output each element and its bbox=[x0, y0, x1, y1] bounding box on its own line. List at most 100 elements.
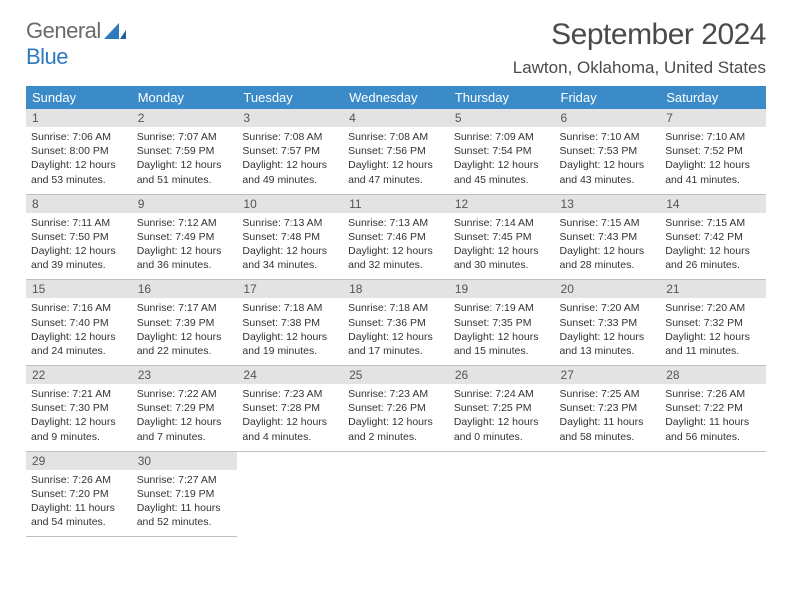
daylight-text: and 17 minutes. bbox=[348, 344, 444, 358]
daylight-text: Daylight: 12 hours bbox=[242, 415, 338, 429]
weekday-header: Friday bbox=[555, 86, 661, 109]
sunrise-text: Sunrise: 7:26 AM bbox=[31, 473, 127, 487]
header: General Blue September 2024 Lawton, Okla… bbox=[26, 18, 766, 78]
calendar-cell: 27Sunrise: 7:25 AMSunset: 7:23 PMDayligh… bbox=[555, 366, 661, 452]
sunrise-text: Sunrise: 7:18 AM bbox=[242, 301, 338, 315]
day-number: 15 bbox=[26, 280, 132, 298]
day-body: Sunrise: 7:12 AMSunset: 7:49 PMDaylight:… bbox=[132, 213, 238, 280]
sunrise-text: Sunrise: 7:20 AM bbox=[665, 301, 761, 315]
daylight-text: and 15 minutes. bbox=[454, 344, 550, 358]
daylight-text: and 36 minutes. bbox=[137, 258, 233, 272]
sunset-text: Sunset: 7:46 PM bbox=[348, 230, 444, 244]
calendar-cell: 17Sunrise: 7:18 AMSunset: 7:38 PMDayligh… bbox=[237, 280, 343, 366]
calendar-cell: 29Sunrise: 7:26 AMSunset: 7:20 PMDayligh… bbox=[26, 451, 132, 537]
calendar-cell: 24Sunrise: 7:23 AMSunset: 7:28 PMDayligh… bbox=[237, 366, 343, 452]
day-body: Sunrise: 7:11 AMSunset: 7:50 PMDaylight:… bbox=[26, 213, 132, 280]
daylight-text: Daylight: 11 hours bbox=[31, 501, 127, 515]
sunset-text: Sunset: 7:35 PM bbox=[454, 316, 550, 330]
daylight-text: Daylight: 12 hours bbox=[31, 244, 127, 258]
weekday-header: Monday bbox=[132, 86, 238, 109]
sunrise-text: Sunrise: 7:16 AM bbox=[31, 301, 127, 315]
daylight-text: Daylight: 11 hours bbox=[137, 501, 233, 515]
sunset-text: Sunset: 7:39 PM bbox=[137, 316, 233, 330]
calendar-cell: 11Sunrise: 7:13 AMSunset: 7:46 PMDayligh… bbox=[343, 194, 449, 280]
daylight-text: and 28 minutes. bbox=[560, 258, 656, 272]
day-number: 30 bbox=[132, 452, 238, 470]
day-body: Sunrise: 7:08 AMSunset: 7:57 PMDaylight:… bbox=[237, 127, 343, 194]
day-body: Sunrise: 7:23 AMSunset: 7:28 PMDaylight:… bbox=[237, 384, 343, 451]
calendar-cell bbox=[555, 451, 661, 537]
day-number: 12 bbox=[449, 195, 555, 213]
calendar-cell: 10Sunrise: 7:13 AMSunset: 7:48 PMDayligh… bbox=[237, 194, 343, 280]
daylight-text: and 19 minutes. bbox=[242, 344, 338, 358]
daylight-text: and 4 minutes. bbox=[242, 430, 338, 444]
sunset-text: Sunset: 7:28 PM bbox=[242, 401, 338, 415]
sunrise-text: Sunrise: 7:22 AM bbox=[137, 387, 233, 401]
sunset-text: Sunset: 7:19 PM bbox=[137, 487, 233, 501]
daylight-text: Daylight: 11 hours bbox=[560, 415, 656, 429]
logo-part-1: General bbox=[26, 18, 101, 43]
daylight-text: Daylight: 12 hours bbox=[137, 415, 233, 429]
daylight-text: Daylight: 12 hours bbox=[454, 415, 550, 429]
daylight-text: Daylight: 12 hours bbox=[665, 330, 761, 344]
calendar-cell: 25Sunrise: 7:23 AMSunset: 7:26 PMDayligh… bbox=[343, 366, 449, 452]
day-body: Sunrise: 7:17 AMSunset: 7:39 PMDaylight:… bbox=[132, 298, 238, 365]
sunrise-text: Sunrise: 7:23 AM bbox=[348, 387, 444, 401]
day-body: Sunrise: 7:21 AMSunset: 7:30 PMDaylight:… bbox=[26, 384, 132, 451]
day-number: 9 bbox=[132, 195, 238, 213]
day-number: 19 bbox=[449, 280, 555, 298]
calendar-cell: 21Sunrise: 7:20 AMSunset: 7:32 PMDayligh… bbox=[660, 280, 766, 366]
day-number: 13 bbox=[555, 195, 661, 213]
day-number: 5 bbox=[449, 109, 555, 127]
location-text: Lawton, Oklahoma, United States bbox=[513, 58, 766, 78]
daylight-text: and 54 minutes. bbox=[31, 515, 127, 529]
sunrise-text: Sunrise: 7:08 AM bbox=[242, 130, 338, 144]
weekday-header: Tuesday bbox=[237, 86, 343, 109]
daylight-text: Daylight: 12 hours bbox=[31, 158, 127, 172]
sunset-text: Sunset: 7:45 PM bbox=[454, 230, 550, 244]
sunset-text: Sunset: 7:49 PM bbox=[137, 230, 233, 244]
daylight-text: Daylight: 12 hours bbox=[348, 415, 444, 429]
sunrise-text: Sunrise: 7:12 AM bbox=[137, 216, 233, 230]
calendar-cell: 7Sunrise: 7:10 AMSunset: 7:52 PMDaylight… bbox=[660, 109, 766, 194]
sunrise-text: Sunrise: 7:18 AM bbox=[348, 301, 444, 315]
weekday-header: Wednesday bbox=[343, 86, 449, 109]
day-number: 29 bbox=[26, 452, 132, 470]
sunset-text: Sunset: 7:57 PM bbox=[242, 144, 338, 158]
calendar-week-row: 1Sunrise: 7:06 AMSunset: 8:00 PMDaylight… bbox=[26, 109, 766, 194]
day-body: Sunrise: 7:26 AMSunset: 7:22 PMDaylight:… bbox=[660, 384, 766, 451]
day-number: 3 bbox=[237, 109, 343, 127]
day-number: 26 bbox=[449, 366, 555, 384]
sunrise-text: Sunrise: 7:21 AM bbox=[31, 387, 127, 401]
daylight-text: and 7 minutes. bbox=[137, 430, 233, 444]
logo: General Blue bbox=[26, 18, 126, 70]
calendar-cell: 1Sunrise: 7:06 AMSunset: 8:00 PMDaylight… bbox=[26, 109, 132, 194]
day-body: Sunrise: 7:16 AMSunset: 7:40 PMDaylight:… bbox=[26, 298, 132, 365]
calendar-cell: 8Sunrise: 7:11 AMSunset: 7:50 PMDaylight… bbox=[26, 194, 132, 280]
sunset-text: Sunset: 7:22 PM bbox=[665, 401, 761, 415]
calendar-cell: 30 Sunrise: 7:27 AMSunset: 7:19 PMDayligh… bbox=[132, 451, 238, 537]
sunrise-text: Sunrise: 7:14 AM bbox=[454, 216, 550, 230]
daylight-text: Daylight: 12 hours bbox=[560, 330, 656, 344]
sunrise-text: Sunrise: 7:13 AM bbox=[348, 216, 444, 230]
daylight-text: and 34 minutes. bbox=[242, 258, 338, 272]
day-body: Sunrise: 7:18 AMSunset: 7:36 PMDaylight:… bbox=[343, 298, 449, 365]
daylight-text: Daylight: 12 hours bbox=[348, 158, 444, 172]
daylight-text: and 13 minutes. bbox=[560, 344, 656, 358]
calendar-cell bbox=[343, 451, 449, 537]
sunrise-text: Sunrise: 7:25 AM bbox=[560, 387, 656, 401]
sunset-text: Sunset: 7:50 PM bbox=[31, 230, 127, 244]
sunset-text: Sunset: 7:26 PM bbox=[348, 401, 444, 415]
sunset-text: Sunset: 7:54 PM bbox=[454, 144, 550, 158]
calendar-cell bbox=[449, 451, 555, 537]
daylight-text: and 53 minutes. bbox=[31, 173, 127, 187]
sunrise-text: Sunrise: 7:08 AM bbox=[348, 130, 444, 144]
daylight-text: Daylight: 12 hours bbox=[560, 244, 656, 258]
sunrise-text: Sunrise: 7:20 AM bbox=[560, 301, 656, 315]
daylight-text: and 32 minutes. bbox=[348, 258, 444, 272]
sunrise-text: Sunrise: 7:27 AM bbox=[137, 473, 233, 487]
day-body: Sunrise: 7:22 AMSunset: 7:29 PMDaylight:… bbox=[132, 384, 238, 451]
day-number: 24 bbox=[237, 366, 343, 384]
sunrise-text: Sunrise: 7:11 AM bbox=[31, 216, 127, 230]
sunset-text: Sunset: 7:56 PM bbox=[348, 144, 444, 158]
